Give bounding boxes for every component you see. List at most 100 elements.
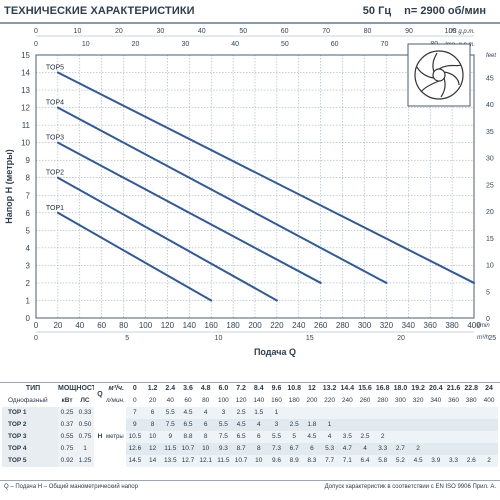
model-hp: 0.50 bbox=[76, 419, 95, 431]
head-value: 12.1 bbox=[196, 455, 215, 467]
y-tick-label: 15 bbox=[21, 51, 30, 60]
m3h-tick-label: 0 bbox=[34, 335, 38, 342]
y-tick-label: 1 bbox=[26, 296, 31, 305]
head-value: 4.5 bbox=[179, 407, 197, 419]
head-value: 10 bbox=[196, 443, 215, 455]
model-kw: 0.37 bbox=[58, 419, 76, 431]
feet-tick-label: 30 bbox=[486, 156, 494, 163]
head-value: 4 bbox=[196, 407, 215, 419]
model-hp: 0.33 bbox=[76, 407, 95, 419]
model-row: TOP 2 0.37 0.50 9 8 7.5 6.5 6 5.5 4.5 4 3 2.5 1.8 1 bbox=[2, 419, 498, 431]
head-value: 1.5 bbox=[249, 407, 268, 419]
us-gpm-tick-label: 10 bbox=[74, 28, 82, 35]
q-lmin-value: 20 bbox=[148, 397, 157, 404]
curve-label-top4: TOP4 bbox=[46, 100, 64, 107]
us-gpm-tick-label: 80 bbox=[364, 28, 372, 35]
x-tick-label: 360 bbox=[424, 321, 438, 330]
q-m3h-value: 18.0 bbox=[393, 385, 408, 392]
head-value: 5.5 bbox=[161, 407, 180, 419]
y-tick-label: 8 bbox=[26, 174, 31, 183]
head-value: 4 bbox=[320, 431, 339, 443]
q-lmin-value: 220 bbox=[324, 397, 336, 404]
x-tick-label: 400 bbox=[467, 321, 481, 330]
feet-tick-label: 0 bbox=[486, 316, 490, 323]
head-value: 2.5 bbox=[356, 431, 374, 443]
x-tick-label: 240 bbox=[292, 321, 306, 330]
us-gpm-tick-label: 70 bbox=[322, 28, 330, 35]
h-spacer bbox=[94, 419, 107, 431]
head-value bbox=[426, 419, 445, 431]
head-value bbox=[356, 419, 374, 431]
head-value: 11.5 bbox=[161, 443, 180, 455]
page-title: ТЕХНИЧЕСКИЕ ХАРАКТЕРИСТИКИ bbox=[4, 5, 195, 17]
head-value bbox=[320, 407, 339, 419]
head-value: 2.7 bbox=[391, 443, 410, 455]
head-value: 9.3 bbox=[214, 443, 233, 455]
frequency-info: 50 Гц n= 2900 об/мин bbox=[353, 5, 486, 17]
impeller-icon-box bbox=[407, 43, 471, 107]
head-value: 4.7 bbox=[338, 443, 357, 455]
x-tick-label: 0 bbox=[34, 321, 39, 330]
y-tick-label: 14 bbox=[21, 69, 30, 78]
q-m3h-value: 3.6 bbox=[183, 385, 193, 392]
q-m3h-value: 8.4 bbox=[253, 385, 264, 392]
head-value: 2 bbox=[409, 443, 427, 455]
us-gpm-unit-label: US g.p.m. bbox=[448, 29, 475, 35]
head-value: 10 bbox=[143, 431, 162, 443]
head-value: 2.5 bbox=[285, 419, 304, 431]
q-m3h-value: 10.8 bbox=[287, 385, 301, 392]
head-value: 11.5 bbox=[214, 455, 233, 467]
head-value: 8.7 bbox=[232, 443, 250, 455]
curve-top5 bbox=[56, 71, 475, 284]
feet-tick-label: 15 bbox=[486, 236, 494, 243]
imp-gpm-tick-label: 50 bbox=[281, 41, 289, 48]
model-hp: 0.75 bbox=[76, 431, 95, 443]
h-label: H bbox=[94, 431, 107, 443]
frequency-label: 50 Гц bbox=[362, 5, 392, 17]
head-value: 10.5 bbox=[126, 431, 144, 443]
q-m3h-value: 19.2 bbox=[411, 385, 425, 392]
head-value: 9 bbox=[126, 419, 144, 431]
head-value: 5 bbox=[285, 431, 304, 443]
head-value bbox=[373, 419, 392, 431]
footer-tolerance: Допуск характеристик в соответствии с EN… bbox=[324, 484, 496, 490]
q-lmin-value: 240 bbox=[341, 397, 353, 404]
head-value: 1.8 bbox=[303, 419, 321, 431]
model-row: TOP 4 0.75 1 12.6 12 11.5 10.7 10 9.3 8.7 8 7.3 6.7 6… bbox=[2, 443, 498, 455]
q-m3h-value: 16.8 bbox=[375, 385, 390, 392]
head-value: 7.1 bbox=[338, 455, 357, 467]
head-value bbox=[444, 431, 463, 443]
x-tick-label: 100 bbox=[139, 321, 153, 330]
x-tick-label: 60 bbox=[97, 321, 106, 330]
head-value: 4.5 bbox=[232, 419, 250, 431]
head-value: 3.5 bbox=[338, 431, 357, 443]
curve-top3 bbox=[56, 141, 322, 284]
q-m3h-value: 24 bbox=[485, 385, 493, 392]
head-value bbox=[409, 431, 427, 443]
footer-legend: Q – Подача H – Общий манометрический нап… bbox=[4, 484, 138, 490]
x-tick-label: 340 bbox=[402, 321, 416, 330]
head-value bbox=[409, 419, 427, 431]
head-value: 5.5 bbox=[267, 431, 286, 443]
head-value bbox=[462, 419, 481, 431]
head-value bbox=[338, 419, 357, 431]
q-unit-lmin: л/мин. bbox=[106, 397, 125, 404]
q-m3h-value: 12 bbox=[308, 385, 316, 392]
head-value: 9 bbox=[161, 431, 180, 443]
model-name: TOP 5 bbox=[2, 455, 58, 467]
m3h-tick-label: 5 bbox=[125, 335, 129, 342]
model-name: TOP 1 bbox=[2, 407, 58, 419]
table-bottom-rule bbox=[0, 480, 500, 481]
head-value: 2.5 bbox=[232, 407, 250, 419]
us-gpm-tick-label: 100 bbox=[445, 28, 457, 35]
head-value: 3.3 bbox=[373, 443, 392, 455]
x-tick-label: 200 bbox=[248, 321, 262, 330]
model-kw: 0.75 bbox=[58, 443, 76, 455]
q-m3h-value: 0 bbox=[132, 385, 137, 392]
q-lmin-value: 160 bbox=[271, 397, 282, 404]
col-power-header: МОЩНОСТЬ bbox=[58, 385, 95, 392]
q-lmin-value: 300 bbox=[394, 397, 406, 404]
head-value: 6.4 bbox=[356, 455, 374, 467]
head-value: 8.3 bbox=[303, 455, 321, 467]
head-value bbox=[391, 431, 410, 443]
